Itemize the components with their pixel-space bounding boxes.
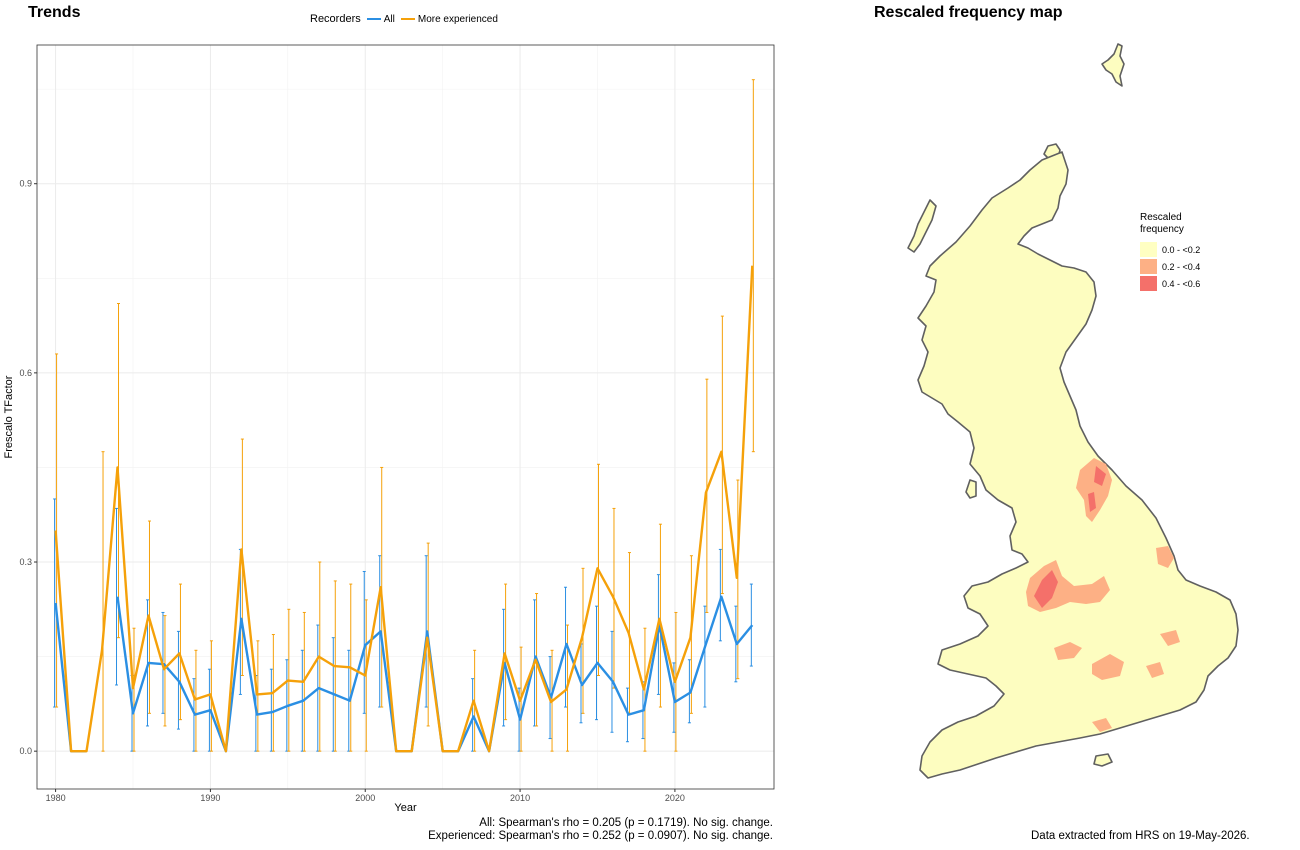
data-credit: Data extracted from HRS on 19-May-2026.: [1031, 830, 1250, 842]
chart-legend: Recorders All More experienced: [310, 13, 498, 25]
map-legend: Rescaled frequency 0.0 - <0.2 0.2 - <0.4…: [1140, 212, 1210, 292]
map-hotspot-south-west: [1054, 642, 1082, 660]
map-mainland: [917, 151, 1239, 779]
map-title: Rescaled frequency map: [874, 4, 1063, 21]
legend-title: Recorders: [310, 13, 361, 25]
map-legend-item: 0.2 - <0.4: [1140, 258, 1210, 275]
map-outer-hebrides: [907, 199, 937, 253]
y-tick-label: 0.3: [19, 557, 32, 567]
x-axis-title: Year: [394, 802, 417, 814]
map-isle-of-wight: [1093, 753, 1113, 767]
stats-text: All: Spearman's rho = 0.205 (p = 0.1719)…: [428, 817, 773, 843]
y-tick-label: 0.9: [19, 179, 32, 189]
map-hotspot-north-core2: [1088, 492, 1096, 512]
legend-item-experienced: More experienced: [400, 13, 498, 25]
x-tick-label: 1990: [200, 793, 220, 803]
map-legend-swatch: [1140, 259, 1157, 274]
x-tick-label: 2000: [355, 793, 375, 803]
map-legend-label: 0.0 - <0.2: [1162, 244, 1201, 255]
legend-key-all: [366, 17, 381, 20]
map-legend-label: 0.2 - <0.4: [1162, 261, 1201, 272]
x-tick-label: 1980: [46, 793, 66, 803]
map-hotspot-south-coast: [1092, 718, 1112, 732]
map-isle-of-man: [965, 479, 977, 499]
map-hotspot-midlands-core: [1034, 570, 1058, 608]
legend-item-all: All: [366, 13, 395, 25]
map-legend-title: Rescaled frequency: [1140, 212, 1184, 235]
map-legend-swatch: [1140, 276, 1157, 291]
legend-label-all: All: [383, 13, 395, 25]
stats-experienced: Experienced: Spearman's rho = 0.252 (p =…: [428, 830, 773, 842]
plot-border: [36, 44, 775, 790]
stats-all: All: Spearman's rho = 0.205 (p = 0.1719)…: [479, 817, 773, 829]
x-tick-label: 2020: [665, 793, 685, 803]
map-legend-item: 0.4 - <0.6: [1140, 275, 1210, 292]
map-legend-swatch: [1140, 242, 1157, 257]
y-axis-title: Frescalo TFactor: [3, 375, 15, 458]
map-hotspot-south-east: [1146, 662, 1164, 678]
map-hotspot-south: [1092, 654, 1124, 680]
map-legend-label: 0.4 - <0.6: [1162, 278, 1201, 289]
series-line-experienced: [54, 265, 754, 753]
map-hotspot-north-core: [1094, 466, 1106, 486]
legend-key-experienced: [400, 17, 415, 20]
y-tick-label: 0.6: [19, 368, 32, 378]
legend-label-experienced: More experienced: [417, 13, 498, 25]
x-tick-label: 2010: [510, 793, 530, 803]
y-tick-label: 0.0: [19, 746, 32, 756]
gb-map: [907, 43, 1239, 779]
trends-chart: 1980 1990 2000 2010 2020 0.0 0.3 0.6 0.9 Year Fres…: [3, 44, 775, 814]
map-hotspot-east: [1156, 546, 1174, 568]
map-legend-item: 0.0 - <0.2: [1140, 241, 1210, 258]
map-shetland: [1101, 43, 1125, 87]
map-hotspot-east-2: [1160, 630, 1180, 646]
trends-title: Trends: [28, 4, 81, 21]
